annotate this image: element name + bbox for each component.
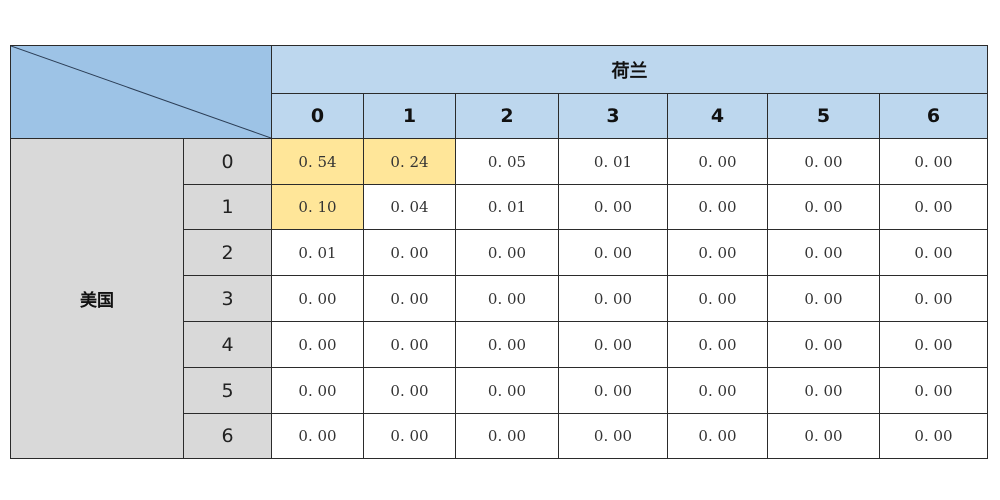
table-cell: 0. 00	[558, 184, 668, 230]
table-row: 5 0. 00 0. 00 0. 00 0. 00 0. 00 0. 00 0. 00	[11, 367, 988, 414]
table-cell: 0. 00	[767, 138, 880, 185]
column-header: 0	[271, 93, 364, 139]
table-cell: 0. 00	[455, 367, 559, 414]
table-cell: 0. 00	[879, 367, 988, 414]
table-cell: 0. 00	[767, 367, 880, 414]
table-cell: 0. 00	[271, 275, 364, 322]
table-cell: 0. 00	[271, 321, 364, 368]
row-header: 2	[183, 229, 272, 276]
table-cell: 0. 00	[879, 321, 988, 368]
column-header: 5	[767, 93, 880, 139]
table-cell: 0. 01	[271, 229, 364, 276]
column-header: 4	[667, 93, 768, 139]
table-row: 美国 0 0. 54 0. 24 0. 05 0. 01 0. 00 0. 00 0. 00	[10, 138, 988, 459]
table-cell: 0. 00	[558, 321, 668, 368]
table-cell: 0. 00	[667, 367, 768, 414]
row-header: 0	[183, 138, 272, 185]
table-cell: 0. 00	[667, 321, 768, 368]
highlighted-cell: 0. 54	[271, 138, 364, 185]
table-cell: 0. 01	[558, 138, 668, 185]
column-header: 2	[455, 93, 559, 139]
table-cell: 0. 00	[667, 184, 768, 230]
table-row: 4 0. 00 0. 00 0. 00 0. 00 0. 00 0. 00 0. 00	[11, 321, 988, 368]
table-cell: 0. 00	[363, 321, 456, 368]
table-row: 6 0. 00 0. 00 0. 00 0. 00 0. 00 0. 00 0. 00	[11, 413, 988, 459]
column-group-header: 荷兰	[271, 45, 988, 94]
table-cell: 0. 00	[271, 413, 364, 459]
row-header: 6	[183, 413, 272, 459]
table-cell: 0. 00	[767, 321, 880, 368]
row-header: 5	[183, 367, 272, 414]
table-cell: 0. 01	[455, 184, 559, 230]
table-cell: 0. 00	[558, 229, 668, 276]
table-cell: 0. 00	[271, 367, 364, 414]
table-cell: 0. 00	[767, 184, 880, 230]
highlighted-cell: 0. 10	[271, 184, 364, 230]
row-header: 4	[183, 321, 272, 368]
row-group-header: 美国	[10, 138, 184, 459]
table-cell: 0. 00	[667, 138, 768, 185]
table-cell: 0. 00	[667, 413, 768, 459]
table-cell: 0. 00	[879, 413, 988, 459]
table-cell: 0. 00	[455, 413, 559, 459]
table-cell: 0. 05	[455, 138, 559, 185]
table-cell: 0. 00	[455, 229, 559, 276]
table-cell: 0. 00	[363, 229, 456, 276]
table-cell: 0. 00	[667, 275, 768, 322]
table-cell: 0. 00	[767, 413, 880, 459]
table-cell: 0. 00	[879, 229, 988, 276]
table-cell: 0. 00	[767, 275, 880, 322]
table-cell: 0. 00	[363, 367, 456, 414]
table-cell: 0. 00	[363, 275, 456, 322]
table-cell: 0. 00	[558, 275, 668, 322]
table-cell: 0. 04	[363, 184, 456, 230]
table-cell: 0. 00	[879, 138, 988, 185]
table-cell: 0. 00	[879, 184, 988, 230]
highlighted-cell: 0. 24	[363, 138, 456, 185]
table-cell: 0. 00	[558, 367, 668, 414]
table-cell: 0. 00	[363, 413, 456, 459]
table-cell: 0. 00	[455, 321, 559, 368]
table-cell: 0. 00	[558, 413, 668, 459]
column-header: 3	[558, 93, 668, 139]
table-cell: 0. 00	[455, 275, 559, 322]
row-header: 3	[183, 275, 272, 322]
corner-diagonal-cell	[10, 45, 272, 139]
row-header: 1	[183, 184, 272, 230]
table-cell: 0. 00	[667, 229, 768, 276]
column-header: 1	[363, 93, 456, 139]
column-header: 6	[879, 93, 988, 139]
table-cell: 0. 00	[879, 275, 988, 322]
table-row: 2 0. 01 0. 00 0. 00 0. 00 0. 00 0. 00 0. 00	[11, 229, 988, 276]
table-cell: 0. 00	[767, 229, 880, 276]
table-row: 3 0. 00 0. 00 0. 00 0. 00 0. 00 0. 00 0. 00	[11, 275, 988, 322]
table-row: 1 0. 10 0. 04 0. 01 0. 00 0. 00 0. 00 0. 00	[11, 184, 988, 230]
